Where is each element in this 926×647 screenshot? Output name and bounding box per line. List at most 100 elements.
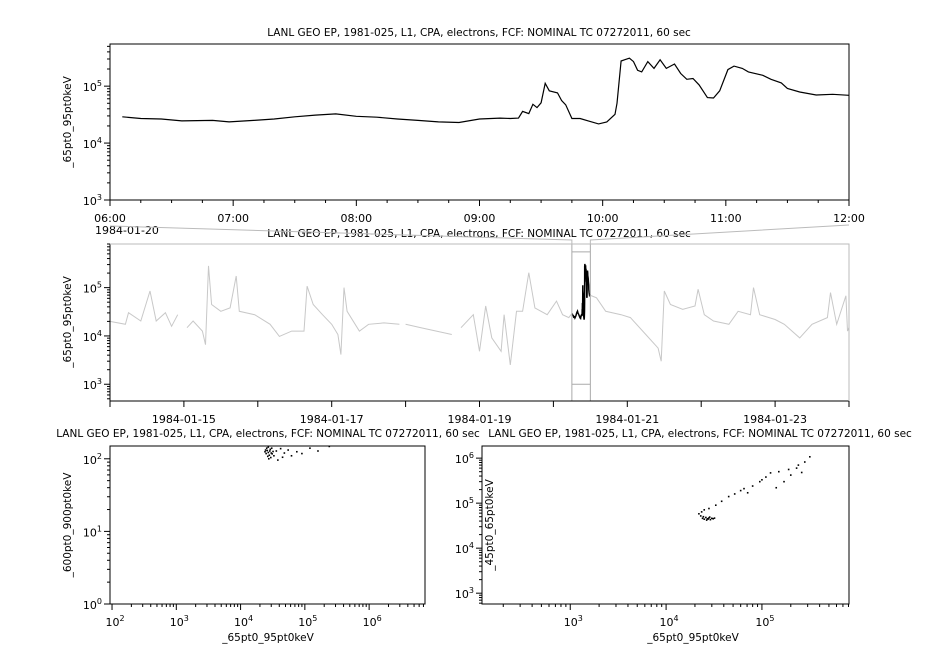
scatter-point (283, 452, 286, 454)
y-tick-label: 103 (83, 377, 102, 392)
tick-base: 10 (455, 588, 469, 601)
scatter-point (787, 468, 790, 471)
x-tick-label: 105 (298, 614, 317, 629)
tick-base: 10 (105, 616, 119, 629)
scatter-point (265, 452, 267, 455)
scatter-point (301, 452, 303, 455)
scatter-point (720, 500, 723, 503)
scatter-point (269, 450, 271, 452)
panel2-title: LANL GEO EP, 1981-025, L1, CPA, electron… (267, 228, 691, 240)
panel4-ylabel: _45pt0_65pt0keV (484, 478, 496, 571)
scatter-point (800, 471, 803, 474)
scatter-point (277, 459, 279, 461)
panel1-frame (109, 43, 850, 201)
scatter-point (746, 491, 749, 494)
tick-base: 10 (234, 616, 248, 629)
scatter-point (698, 512, 700, 515)
scatter-point (714, 504, 717, 507)
tick-base: 10 (755, 616, 769, 629)
tick-base: 10 (298, 616, 312, 629)
x-tick-label: 103 (170, 614, 189, 629)
x-tick-label: 1984-01-21 (595, 413, 659, 426)
tick-exponent: 5 (97, 79, 102, 88)
panel3-xlabel: _65pt0_95pt0keV (221, 632, 314, 644)
scatter-point (708, 517, 710, 519)
tick-base: 10 (83, 283, 97, 296)
y-tick-label: 100 (83, 597, 102, 612)
y-tick-label: 101 (83, 524, 102, 539)
x-tick-label: 102 (105, 614, 124, 629)
tick-exponent: 3 (469, 586, 474, 595)
scatter-point (264, 450, 266, 453)
tick-exponent: 4 (248, 614, 253, 623)
scatter-point (743, 487, 745, 490)
tick-exponent: 6 (469, 451, 474, 460)
scatter-point (281, 456, 284, 459)
scatter-point (268, 457, 270, 460)
y-tick-label: 103 (83, 193, 102, 208)
scatter-point (290, 454, 293, 457)
scatter-point (797, 464, 800, 466)
x-tick-label: 12:00 (833, 212, 865, 225)
x-tick-label: 1984-01-17 (300, 413, 364, 426)
scatter-point (761, 479, 763, 481)
tick-exponent: 2 (97, 452, 102, 461)
tick-base: 10 (83, 195, 97, 208)
x-tick-label: 1984-01-19 (448, 413, 512, 426)
x-tick-label: 06:00 (94, 212, 126, 225)
y-tick-label: 104 (455, 541, 474, 556)
scatter-point (765, 476, 767, 478)
panel2-frame (110, 243, 850, 401)
tick-exponent: 5 (312, 614, 317, 623)
scatter-point (795, 467, 798, 469)
scatter-point (703, 509, 706, 511)
y-tick-label: 102 (83, 452, 102, 467)
scatter-point (739, 489, 742, 492)
zoom-connector-left (109, 225, 573, 244)
scatter-point (712, 517, 714, 520)
tick-base: 10 (564, 616, 578, 629)
scatter-point (778, 470, 780, 473)
scatter-point (279, 447, 282, 450)
tick-exponent: 6 (377, 614, 382, 623)
scatter-point (275, 450, 278, 452)
scatter-point (751, 485, 754, 487)
tick-base: 10 (83, 138, 97, 151)
x-tick-label: 106 (363, 614, 382, 629)
tick-exponent: 5 (97, 281, 102, 290)
x-tick-label: 10:00 (587, 212, 619, 225)
x-tick-label: 08:00 (340, 212, 372, 225)
tick-base: 10 (83, 331, 97, 344)
scatter-point (317, 450, 319, 452)
tick-exponent: 5 (769, 614, 774, 623)
tick-exponent: 0 (97, 597, 102, 606)
y-tick-label: 104 (83, 329, 102, 344)
x-tick-label: 11:00 (710, 212, 742, 225)
panel3-frame (109, 445, 426, 605)
scatter-point (700, 511, 703, 513)
tick-exponent: 4 (674, 614, 679, 623)
y-tick-label: 106 (455, 451, 474, 466)
x-tick-label: 1984-01-23 (743, 413, 807, 426)
y-tick-label: 105 (83, 79, 102, 94)
scatter-point (702, 515, 705, 518)
scatter-point (783, 480, 785, 483)
tick-exponent: 1 (97, 524, 102, 533)
tick-base: 10 (83, 454, 97, 467)
y-tick-label: 103 (455, 586, 474, 601)
scatter-point (789, 474, 792, 476)
data-line (122, 57, 850, 125)
tick-base: 10 (455, 498, 469, 511)
scatter-point (699, 515, 702, 517)
scatter-point (733, 493, 736, 495)
scatter-point (701, 517, 704, 520)
scatter-point (267, 446, 270, 448)
zoom-connector-right (589, 224, 850, 244)
tick-base: 10 (660, 616, 674, 629)
x-tick-label: 105 (755, 614, 774, 629)
panel1-title: LANL GEO EP, 1981-025, L1, CPA, electron… (267, 27, 691, 39)
y-tick-label: 104 (83, 136, 102, 151)
tick-exponent: 3 (184, 614, 189, 623)
panel2-ylabel: _65pt0_95pt0keV (62, 275, 74, 368)
